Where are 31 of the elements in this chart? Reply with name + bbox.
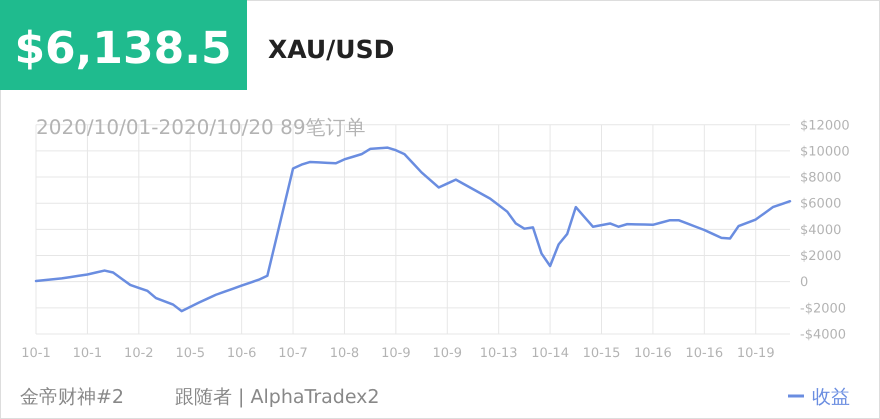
x-tick-label: 10-1: [21, 346, 51, 361]
x-tick-label: 10-9: [432, 346, 462, 361]
y-tick-label: $12000: [800, 118, 850, 134]
x-tick-label: 10-16: [634, 346, 672, 361]
x-tick-label: 10-16: [685, 346, 724, 361]
text: 金帝财神#2: [20, 386, 124, 408]
y-tick-label: $6000: [800, 196, 842, 212]
y-tick-label: $2000: [800, 249, 842, 264]
x-tick-label: 10-15: [582, 346, 620, 361]
chart-subtitle: 2020/10/01-2020/10/20 89笔订单: [36, 115, 366, 139]
x-tick-label: 10-14: [531, 346, 569, 361]
x-tick-label: 10-1: [72, 346, 102, 361]
chart-title: XAU/USD: [268, 35, 394, 64]
legend-label: 收益: [812, 386, 850, 408]
y-tick-label: -$4000: [800, 328, 846, 343]
x-tick-label: 10-5: [175, 346, 205, 361]
line-series: [34, 146, 792, 312]
x-tick-label: 10-8: [330, 346, 360, 361]
x-tick-label: 10-19: [736, 346, 775, 361]
y-tick-label: -$2000: [800, 301, 846, 316]
x-tick-label: 10-9: [381, 346, 411, 361]
x-tick-label: 10-2: [124, 346, 154, 361]
x-tick-label: 10-7: [278, 346, 308, 361]
text: 跟随者 | AlphaTradex2: [175, 386, 380, 408]
x-tick-label: 10-6: [226, 346, 256, 361]
y-tick-label: $8000: [800, 170, 842, 186]
y-tick-label: $4000: [800, 222, 842, 238]
text: $6,138.5: [14, 23, 232, 74]
y-tick-label: 0: [800, 275, 808, 290]
x-tick-label: 10-13: [480, 346, 518, 361]
y-tick-label: $10000: [800, 144, 850, 160]
